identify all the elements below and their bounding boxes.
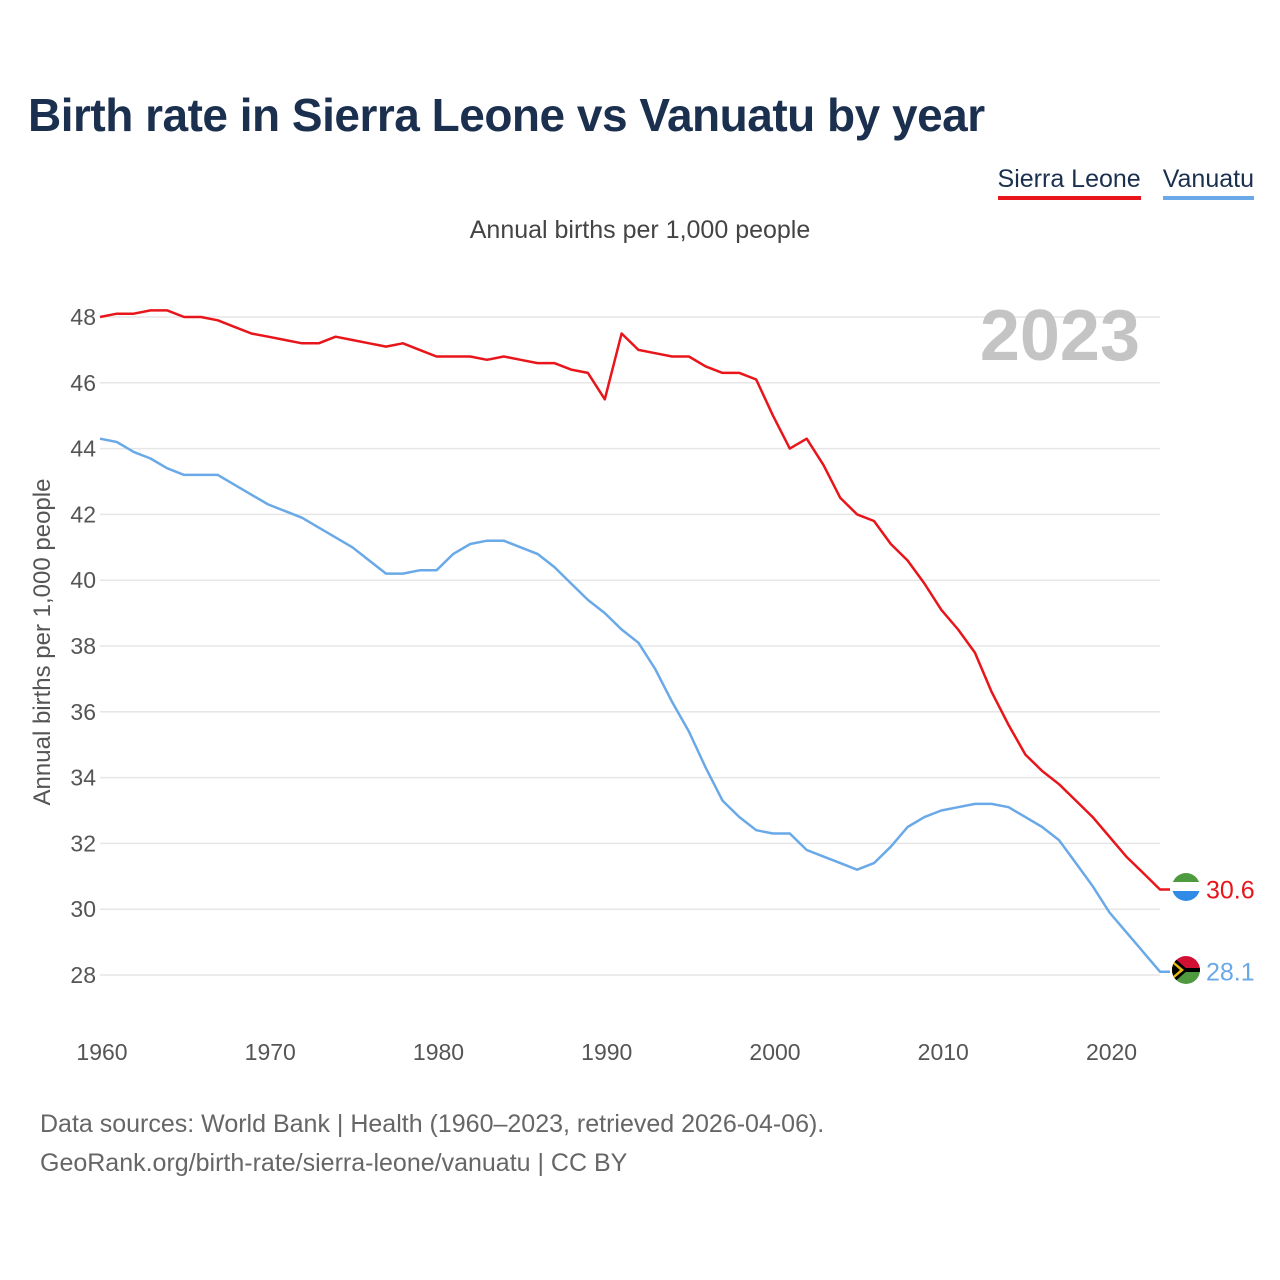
x-tick-label: 2020 — [1086, 1039, 1137, 1065]
x-tick-label: 1970 — [245, 1039, 296, 1065]
legend: Sierra Leone Vanuatu — [997, 165, 1254, 200]
end-markers — [1172, 873, 1200, 984]
grid-lines — [100, 316, 1160, 976]
chart-subtitle: Annual births per 1,000 people — [469, 216, 811, 244]
x-tick-label: 1990 — [581, 1039, 632, 1065]
y-axis-ticks: 28 30 32 34 36 38 40 42 44 46 48 — [70, 304, 96, 988]
y-tick-label: 36 — [70, 699, 96, 725]
y-tick-label: 32 — [70, 830, 96, 856]
chart-title: Birth rate in Sierra Leone vs Vanuatu by… — [28, 89, 985, 141]
end-label-sierra-leone: 30.6 — [1206, 876, 1255, 904]
x-tick-label: 2010 — [918, 1039, 969, 1065]
y-tick-label: 42 — [70, 501, 96, 527]
x-axis-ticks: 1960 1970 1980 1990 2000 2010 2020 — [76, 1039, 1137, 1065]
x-tick-label: 2000 — [749, 1039, 800, 1065]
flag-sierra-leone-icon — [1172, 873, 1200, 901]
y-tick-label: 30 — [70, 896, 96, 922]
year-watermark: 2023 — [980, 296, 1140, 376]
flag-vanuatu-icon — [1172, 956, 1200, 984]
y-tick-label: 38 — [70, 633, 96, 659]
y-tick-label: 48 — [70, 304, 96, 330]
end-labels: 30.6 28.1 — [1206, 876, 1255, 986]
y-axis-label: Annual births per 1,000 people — [29, 479, 56, 806]
x-tick-label: 1960 — [76, 1039, 127, 1065]
source-line-2[interactable]: GeoRank.org/birth-rate/sierra-leone/vanu… — [40, 1149, 628, 1177]
source-note: Data sources: World Bank | Health (1960–… — [40, 1105, 824, 1183]
y-tick-label: 46 — [70, 370, 96, 396]
y-tick-label: 40 — [70, 567, 96, 593]
series-line-vanuatu[interactable] — [99, 437, 1170, 973]
x-tick-label: 1980 — [413, 1039, 464, 1065]
source-line-1: Data sources: World Bank | Health (1960–… — [40, 1110, 825, 1138]
series-line-sierra-leone[interactable] — [99, 309, 1170, 891]
legend-item-vanuatu[interactable]: Vanuatu — [1162, 165, 1254, 200]
y-tick-label: 34 — [70, 765, 96, 791]
y-tick-label: 28 — [70, 962, 96, 988]
end-label-vanuatu: 28.1 — [1206, 959, 1255, 987]
legend-item-sierra-leone[interactable]: Sierra Leone — [997, 165, 1141, 200]
y-tick-label: 44 — [70, 436, 96, 462]
series-lines — [99, 309, 1170, 973]
